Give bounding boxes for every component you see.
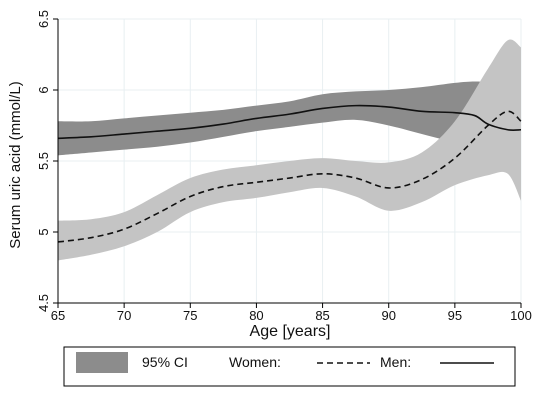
men-line	[57, 104, 522, 140]
x-tick-label: 70	[117, 308, 131, 323]
legend-label-ci: 95% CI	[142, 354, 188, 370]
plot-area	[57, 18, 522, 304]
x-axis-label: Age [years]	[250, 323, 331, 340]
legend: 95% CI Women: Men:	[63, 346, 516, 387]
women-line	[57, 110, 522, 243]
y-tick-label: 5.5	[36, 152, 51, 170]
y-tick-label: 6.5	[36, 10, 51, 28]
y-tick-label: 4.5	[36, 294, 51, 312]
x-tick-label: 80	[249, 308, 263, 323]
men-ci-band	[58, 81, 521, 167]
x-tick-label: 85	[315, 308, 329, 323]
y-tick-label: 6	[36, 86, 51, 93]
legend-label-men: Men:	[380, 354, 411, 370]
legend-frame	[63, 346, 516, 387]
x-tick-label: 65	[51, 308, 65, 323]
x-tick-label: 100	[510, 308, 532, 323]
x-tick-label: 90	[381, 308, 395, 323]
y-tick-label: 5	[36, 228, 51, 235]
legend-label-women: Women:	[229, 354, 281, 370]
axes: 65 70 75 80 85 90 95 100 4.5 5 5.5 6 6.5	[36, 10, 532, 323]
x-tick-label: 75	[183, 308, 197, 323]
legend-ci-swatch	[76, 352, 128, 373]
x-tick-label: 95	[448, 308, 462, 323]
y-axis-label: Serum uric acid (mmol/L)	[7, 81, 24, 249]
